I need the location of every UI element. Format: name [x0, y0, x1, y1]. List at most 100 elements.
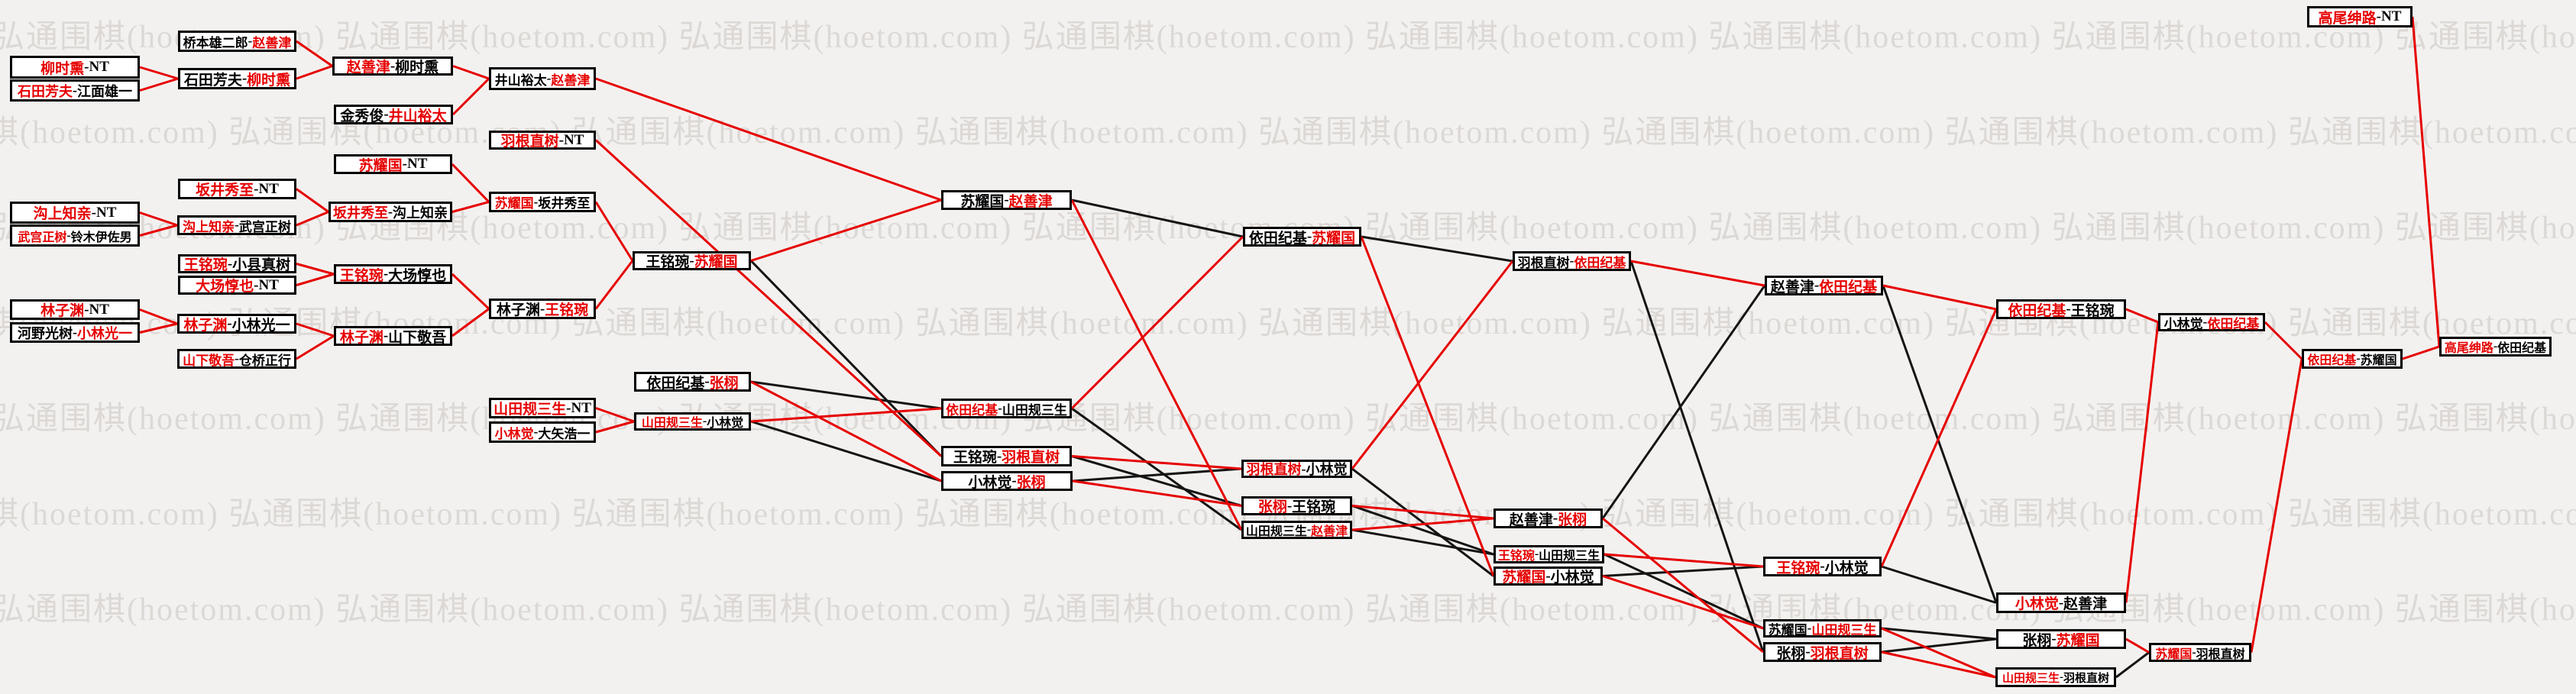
match-box-C2[interactable]: 金秀俊 - 井山裕太 [334, 105, 453, 124]
match-box-B3[interactable]: 坂井秀至 - NT [178, 179, 296, 199]
player-name-right: 武宫正树 [238, 219, 291, 234]
match-box-H1[interactable]: 羽根直树 - 依田纪基 [1513, 251, 1631, 271]
match-box-I1[interactable]: 赵善津 - 依田纪基 [1765, 276, 1883, 295]
player-name-right: 柳时熏 [247, 72, 291, 89]
bracket-line-I3-J4 [1881, 627, 1996, 679]
match-box-E3[interactable]: 山田规三生 - 小林觉 [634, 412, 751, 431]
match-box-B1[interactable]: 桥本雄二郎 - 赵善津 [178, 31, 296, 52]
match-box-G4[interactable]: 山田规三生 - 赵善津 [1241, 521, 1352, 539]
match-box-I3[interactable]: 苏耀国 - 山田规三生 [1763, 619, 1882, 638]
match-box-J2[interactable]: 小林觉 - 赵善津 [1996, 592, 2126, 613]
match-box-C5[interactable]: 王铭琬 - 大场惇也 [334, 264, 452, 284]
match-box-B2[interactable]: 石田芳夫 - 柳时熏 [178, 68, 296, 89]
dash-separator: - [73, 82, 77, 98]
player-name-left: 林子渊 [183, 317, 228, 334]
match-box-J3[interactable]: 张栩 - 苏耀国 [1996, 629, 2126, 649]
dash-separator: - [558, 131, 564, 148]
dash-separator: - [2058, 594, 2064, 611]
bracket-line-D2-F3 [594, 139, 943, 457]
match-box-B6[interactable]: 大场惇也 - NT [178, 276, 296, 295]
player-name-right: 王铭琬 [1292, 499, 1336, 515]
player-name-left: 依田纪基 [646, 375, 705, 392]
match-box-J4[interactable]: 山田规三生 - 羽根直树 [1995, 667, 2116, 687]
dash-separator: - [1814, 277, 1820, 293]
match-box-E2[interactable]: 依田纪基 - 张栩 [634, 372, 751, 392]
player-name-left: 林子渊 [40, 303, 85, 319]
match-box-E1[interactable]: 王铭琬 - 苏耀国 [633, 251, 751, 270]
dash-separator: - [383, 328, 389, 344]
player-name-left: 苏耀国 [1768, 622, 1807, 638]
match-box-D5[interactable]: 山田规三生 - NT [489, 398, 596, 418]
match-box-H4[interactable]: 苏耀国 - 小林觉 [1493, 566, 1603, 586]
player-name-left: 柳时熏 [40, 60, 85, 77]
match-box-A2[interactable]: 石田芳夫 - 江面雄一 [10, 79, 140, 102]
dash-separator: - [1820, 558, 1825, 574]
match-box-D3[interactable]: 苏耀国 - 坂井秀至 [489, 192, 596, 212]
match-box-G1[interactable]: 依田纪基 - 苏耀国 [1243, 227, 1361, 247]
match-box-F1[interactable]: 苏耀国 - 赵善津 [941, 190, 1072, 210]
match-box-C6[interactable]: 林子渊 - 山下敬吾 [334, 326, 452, 346]
match-box-B7[interactable]: 林子渊 - 小林光一 [177, 314, 296, 334]
match-box-A6[interactable]: 河野光树 - 小林光一 [10, 322, 140, 343]
player-name-right: 羽根直树 [1810, 645, 1869, 662]
match-box-C1[interactable]: 赵善津 - 柳时熏 [332, 56, 453, 76]
match-box-A1[interactable]: 柳时熏 - NT [10, 56, 140, 79]
match-box-B8[interactable]: 山下敬吾 - 仓桥正行 [177, 349, 296, 369]
player-name-right: NT [89, 301, 109, 318]
player-name-left: 苏耀国 [494, 196, 534, 211]
match-box-H3[interactable]: 王铭琬 - 山田规三生 [1493, 545, 1604, 563]
bracket-line-K1-L1 [2264, 321, 2303, 360]
match-box-B5[interactable]: 王铭琬 - 小县真树 [178, 254, 296, 273]
match-box-A3[interactable]: 沟上知亲 - NT [10, 202, 140, 224]
match-box-K2[interactable]: 苏耀国 - 羽根直树 [2149, 643, 2251, 662]
dash-separator: - [566, 399, 571, 416]
player-name-right: 小林觉 [707, 417, 744, 430]
match-box-G2[interactable]: 张栩 - 王铭琬 [1241, 496, 1352, 515]
dash-separator: - [702, 415, 707, 428]
player-name-right: 小林觉 [1550, 570, 1594, 586]
bracket-line-E2-F2 [750, 380, 942, 410]
match-box-D1[interactable]: 井山裕太 - 赵善津 [489, 67, 596, 90]
player-name-left: 小林觉 [2163, 316, 2203, 331]
match-box-A5[interactable]: 林子渊 - NT [10, 299, 140, 320]
match-box-D4[interactable]: 林子渊 - 王铭琬 [489, 299, 596, 319]
match-box-L1[interactable]: 依田纪基 - 苏耀国 [2302, 349, 2403, 369]
bracket-line-F2-G1 [1070, 235, 1244, 410]
match-box-I4[interactable]: 张栩 - 羽根直树 [1763, 642, 1882, 662]
dash-separator: - [996, 447, 1002, 464]
bracket-line-J1-K1 [2125, 308, 2159, 324]
player-name-left: 高尾绅路 [2444, 342, 2493, 355]
match-box-G3[interactable]: 羽根直树 - 小林觉 [1241, 460, 1352, 478]
match-box-K1[interactable]: 小林觉 - 依田纪基 [2158, 313, 2265, 331]
match-box-F3[interactable]: 王铭琬 - 羽根直树 [941, 446, 1072, 466]
match-box-H2[interactable]: 赵善津 - 张栩 [1493, 508, 1603, 528]
bracket-line-G4-H3 [1351, 528, 1494, 556]
match-box-C4[interactable]: 坂井秀至 - 沟上知亲 [328, 202, 452, 222]
match-box-D6[interactable]: 小林觉 - 大矢浩一 [489, 421, 596, 443]
match-box-J1[interactable]: 依田纪基 - 王铭琬 [1996, 299, 2126, 319]
bracket-line-H4-I2 [1602, 565, 1764, 577]
match-box-B4[interactable]: 沟上知亲 - 武宫正树 [177, 215, 296, 235]
player-name-right: 依田纪基 [2497, 342, 2547, 355]
dash-separator: - [1306, 523, 1312, 536]
player-name-left: 沟上知亲 [183, 219, 235, 234]
dash-separator: - [1552, 510, 1558, 526]
dash-separator: - [1569, 253, 1574, 268]
match-box-I2[interactable]: 王铭琬 - 小林觉 [1763, 557, 1882, 576]
bracket-line-G2-H3 [1351, 505, 1494, 556]
bracket-line-B2-C1 [296, 65, 333, 80]
bracket-line-A1-B2 [139, 66, 179, 80]
match-box-L2[interactable]: 高尾绅路 - NT [2307, 6, 2413, 27]
bracket-line-H1-I1 [1630, 260, 1765, 287]
player-name-left: 沟上知亲 [33, 206, 92, 222]
dash-separator: - [388, 204, 393, 219]
bracket-line-E1-F1 [750, 199, 942, 262]
match-box-F2[interactable]: 依田纪基 - 山田规三生 [941, 399, 1072, 418]
match-box-F4[interactable]: 小林觉 - 张栩 [941, 471, 1073, 491]
match-box-C3[interactable]: 苏耀国 - NT [334, 154, 452, 174]
player-name-right: 羽根直树 [2196, 647, 2245, 661]
match-box-L3[interactable]: 高尾绅路 - 依田纪基 [2439, 337, 2552, 357]
match-box-A4[interactable]: 武宫正树 - 铃木伊佐男 [10, 224, 140, 247]
dash-separator: - [2060, 670, 2063, 683]
match-box-D2[interactable]: 羽根直树 - NT [489, 131, 596, 150]
